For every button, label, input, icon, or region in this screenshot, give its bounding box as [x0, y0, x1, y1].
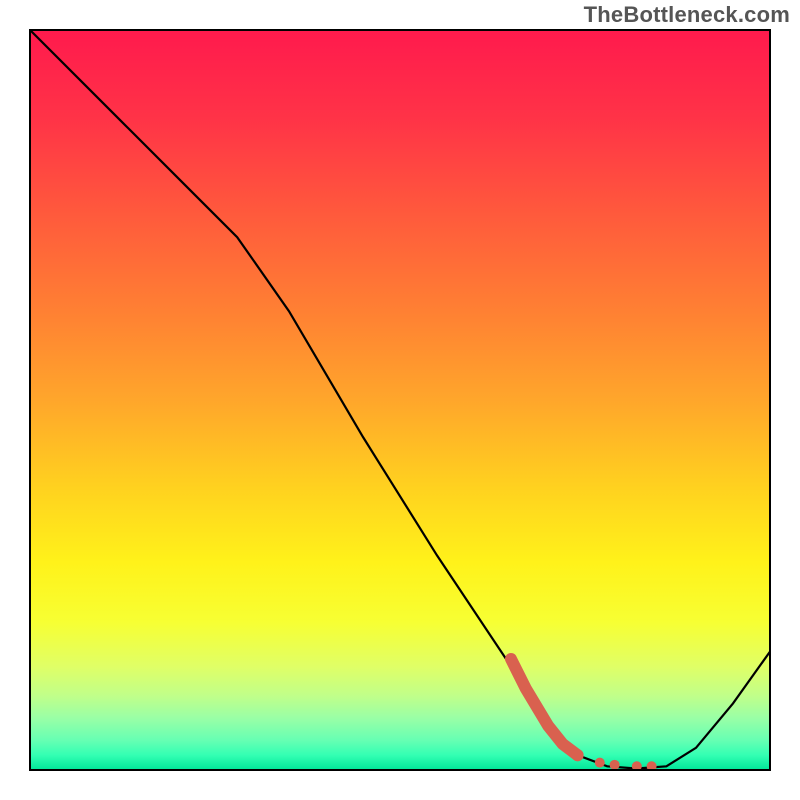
chart-container: TheBottleneck.com — [0, 0, 800, 800]
highlight-dot — [610, 760, 620, 770]
highlight-dot — [595, 758, 605, 768]
watermark-text: TheBottleneck.com — [584, 2, 790, 28]
highlight-dot — [572, 749, 584, 761]
bottleneck-chart — [0, 0, 800, 800]
